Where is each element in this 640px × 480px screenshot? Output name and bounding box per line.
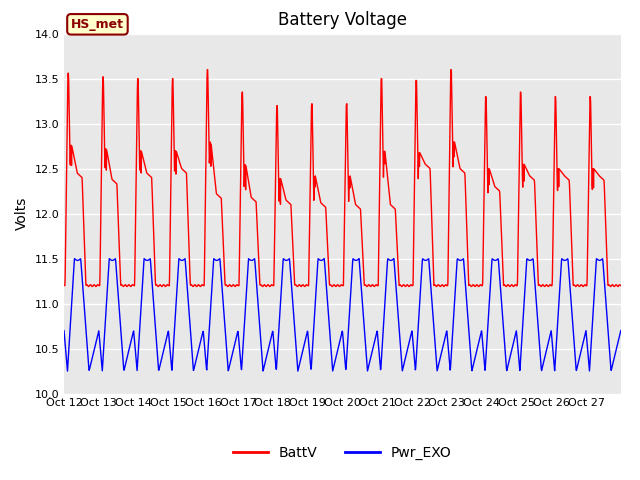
Pwr_EXO xyxy=(353,257,361,263)
Y-axis label: Volts: Volts xyxy=(15,197,29,230)
Pwr_EXO xyxy=(262,355,270,361)
Pwr_EXO xyxy=(584,348,591,354)
Line: BattV: BattV xyxy=(64,70,621,287)
Line: Pwr_EXO: Pwr_EXO xyxy=(64,259,621,371)
BattV xyxy=(204,67,211,72)
BattV xyxy=(353,204,361,209)
Text: HS_met: HS_met xyxy=(71,18,124,31)
Pwr_EXO xyxy=(617,328,625,334)
BattV xyxy=(201,226,209,231)
BattV xyxy=(587,116,595,122)
Pwr_EXO xyxy=(294,368,301,374)
Pwr_EXO xyxy=(587,345,595,351)
BattV xyxy=(241,164,248,169)
Pwr_EXO xyxy=(60,328,68,334)
BattV xyxy=(579,284,587,289)
BattV xyxy=(60,283,68,288)
BattV xyxy=(584,239,591,244)
BattV xyxy=(262,284,270,289)
Pwr_EXO xyxy=(201,349,209,355)
Pwr_EXO xyxy=(390,256,397,262)
BattV xyxy=(617,283,625,288)
Legend: BattV, Pwr_EXO: BattV, Pwr_EXO xyxy=(227,441,458,466)
Pwr_EXO xyxy=(241,320,248,325)
Title: Battery Voltage: Battery Voltage xyxy=(278,11,407,29)
